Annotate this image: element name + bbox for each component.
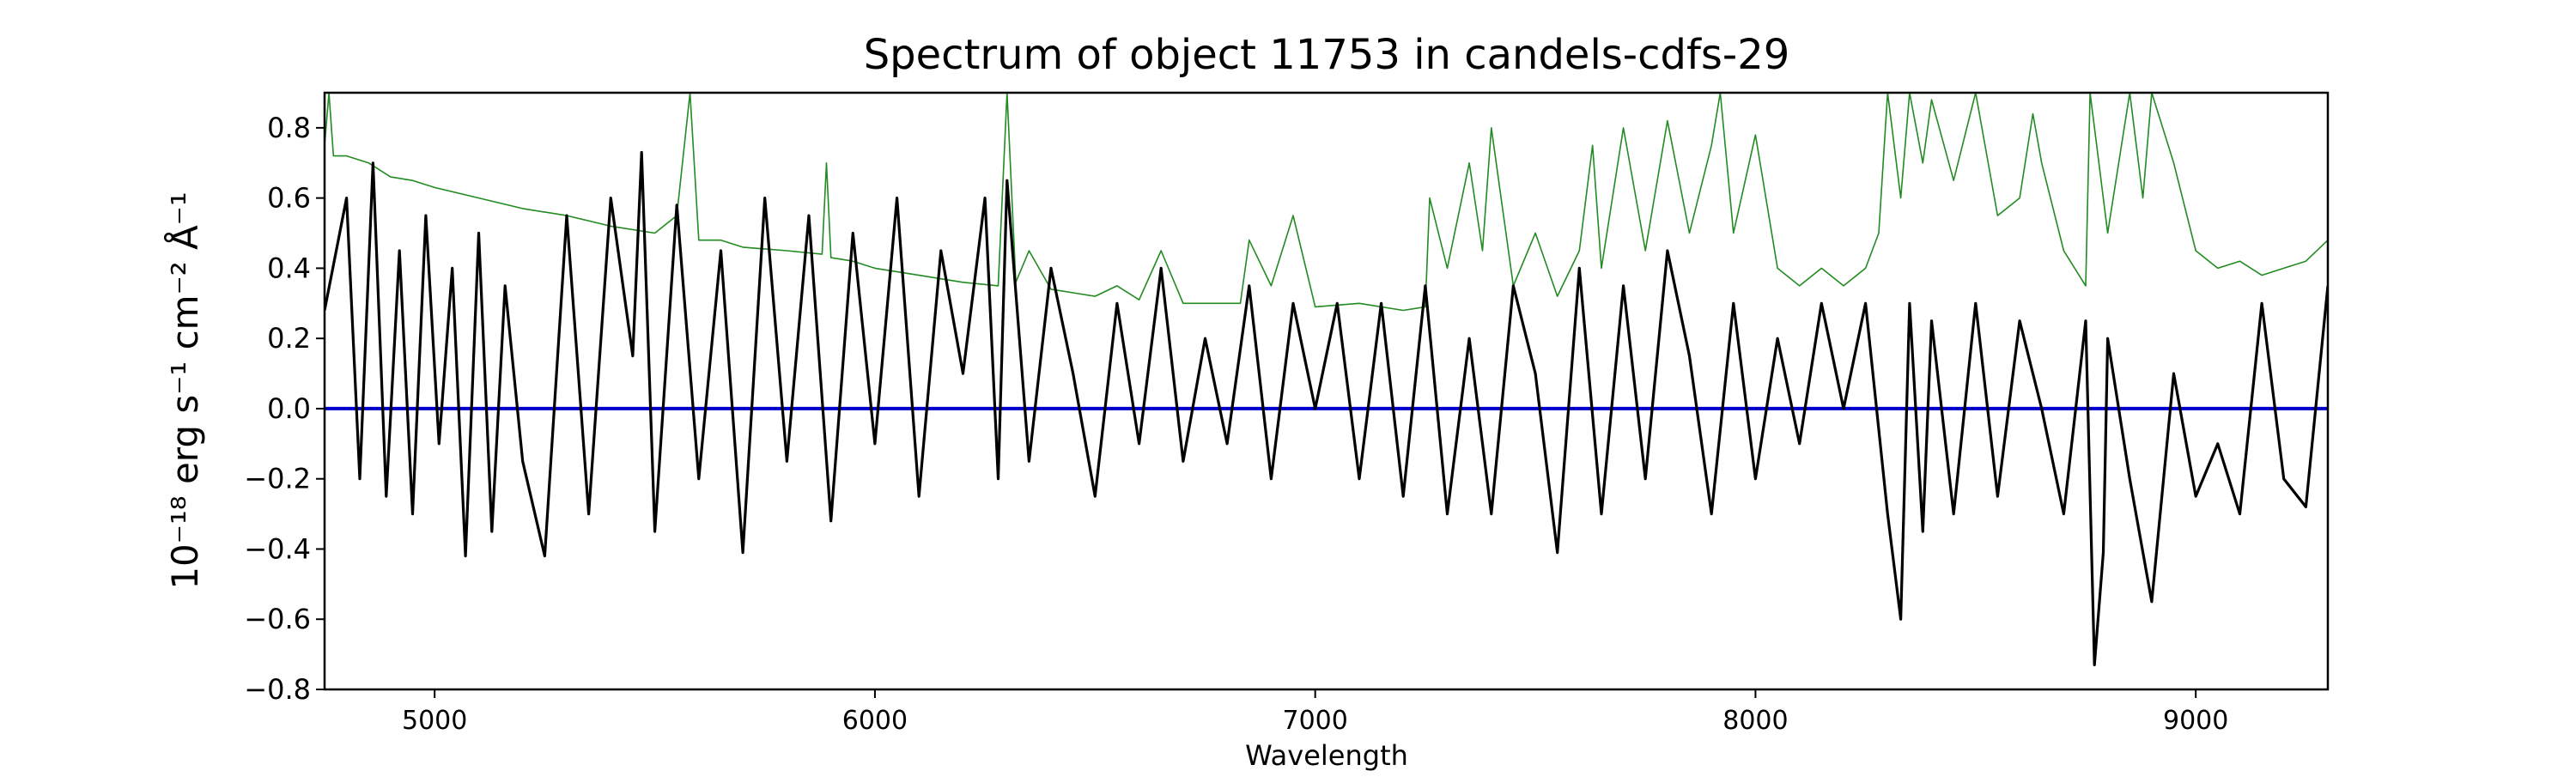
y-axis: −0.8 −0.6 −0.4 −0.2 0.0 0.2 0.4 0.6 0.8	[244, 112, 325, 706]
error-spectrum-line	[325, 93, 2328, 312]
y-tick-label: 0.6	[267, 182, 311, 215]
plot-frame	[323, 91, 2330, 691]
x-axis: 5000 6000 7000 8000 9000	[402, 689, 2228, 736]
series-layer	[325, 93, 2328, 666]
y-axis-label: 10⁻¹⁸ erg s⁻¹ cm⁻² Å⁻¹	[163, 191, 206, 589]
y-tick-label: −0.2	[244, 463, 311, 495]
y-tick-label: 0.2	[267, 322, 311, 355]
x-tick-label: 8000	[1722, 706, 1788, 736]
x-axis-label: Wavelength	[1245, 739, 1408, 772]
y-tick-label: −0.4	[244, 532, 311, 565]
chart-title: Spectrum of object 11753 in candels-cdfs…	[864, 31, 1790, 79]
x-tick-label: 9000	[2163, 706, 2228, 736]
y-tick-label: 0.8	[267, 112, 311, 144]
x-tick-label: 5000	[402, 706, 467, 736]
y-tick-label: 0.4	[267, 252, 311, 284]
x-tick-label: 6000	[842, 706, 908, 736]
y-tick-label: −0.6	[244, 603, 311, 635]
x-tick-label: 7000	[1283, 706, 1348, 736]
y-tick-label: −0.8	[244, 673, 311, 706]
flux-spectrum-line	[325, 150, 2328, 666]
y-tick-label: 0.0	[267, 392, 311, 425]
